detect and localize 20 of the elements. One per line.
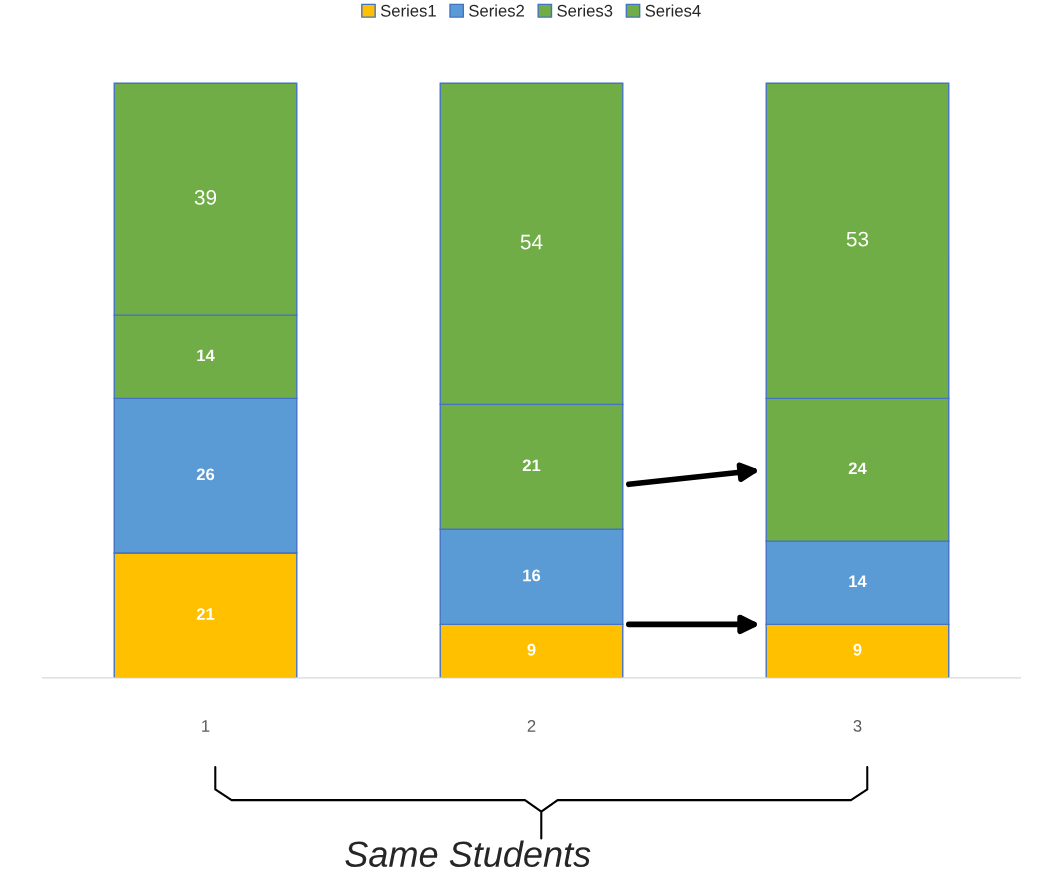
data-label: 54: [520, 234, 543, 250]
data-label: 14: [849, 575, 867, 588]
data-label: 9: [527, 643, 536, 656]
x-tick-label: 2: [527, 720, 536, 732]
legend-label: Series3: [557, 4, 613, 17]
x-tick-label: 3: [853, 720, 862, 732]
data-label: 53: [846, 231, 869, 247]
data-label: 9: [853, 643, 862, 656]
data-label: 39: [194, 190, 217, 205]
data-label: 21: [196, 608, 215, 620]
legend-label: Series2: [469, 4, 524, 17]
text: Same Students: [345, 840, 591, 868]
legend-label: Series4: [645, 4, 701, 17]
legend-label: Series1: [380, 4, 436, 17]
data-label: 14: [197, 349, 215, 362]
x-tick-label: 1: [202, 720, 210, 732]
data-label: 24: [848, 462, 867, 475]
data-label: 16: [523, 569, 541, 582]
data-label: 21: [522, 459, 541, 472]
data-label: 26: [196, 468, 215, 481]
